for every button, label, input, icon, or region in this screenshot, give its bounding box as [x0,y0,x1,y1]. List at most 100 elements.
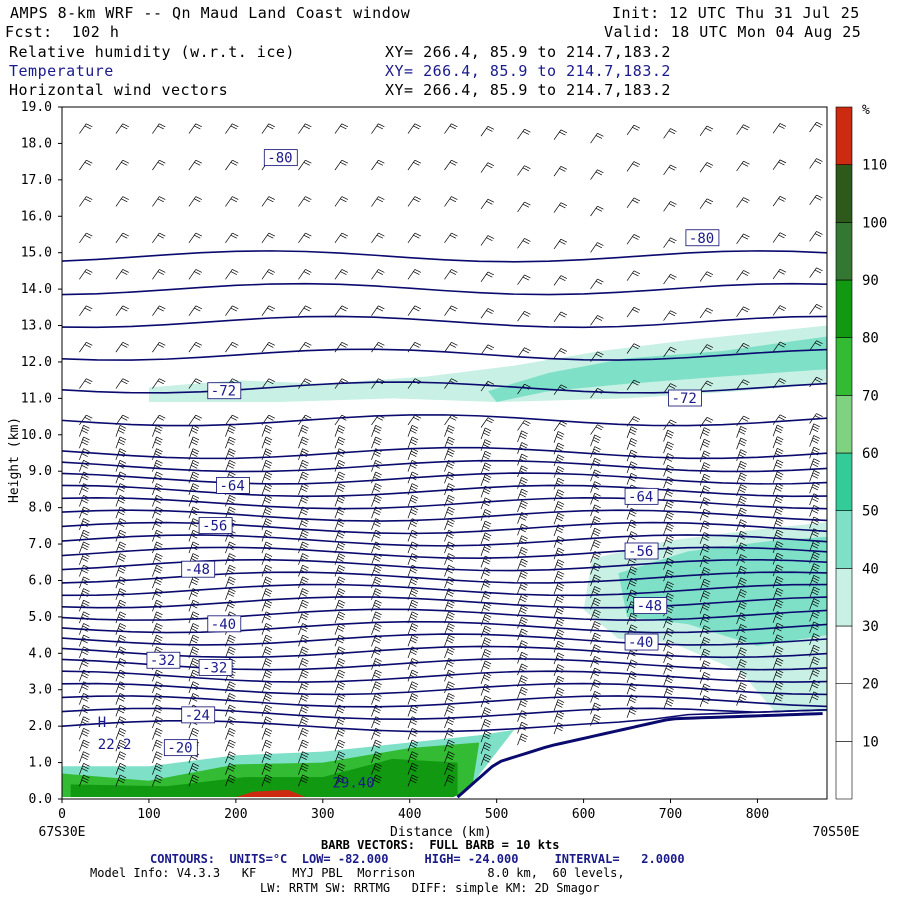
wind-barb [79,541,90,554]
barb-feather [303,344,310,348]
barb-staff [407,460,413,472]
barb-feather [229,658,236,662]
wind-barb [334,425,346,437]
wind-barb [261,436,273,449]
contour-label: -56 [202,518,227,534]
barb-feather [338,765,345,770]
barb-feather [375,588,382,592]
barb-feather [410,639,417,644]
barb-feather [338,718,345,723]
barb-feather [447,497,454,502]
barb-feather [484,462,492,467]
barb-staff [334,159,343,171]
barb-staff [626,659,632,672]
barb-feather [302,576,309,581]
barb-feather [264,663,271,667]
barb-staff [79,425,84,437]
wind-barb [225,123,239,134]
wind-barb [480,672,492,685]
barb-feather [811,463,819,467]
y-tick-label: 18.0 [21,136,52,151]
barb-feather [447,648,454,653]
barb-staff [298,739,303,752]
barb-feather [447,707,454,711]
barb-staff [152,681,157,694]
barb-feather [264,544,272,548]
wind-barb [225,553,236,565]
barb-feather [556,727,563,732]
barb-feather [776,508,783,513]
barb-staff [480,417,489,428]
barb-feather [82,602,89,606]
barb-feather [229,541,236,546]
barb-feather [816,158,823,162]
barb-feather [448,623,455,627]
barb-feather [118,558,125,562]
barb-feather [740,484,747,488]
barb-feather [229,716,236,721]
barb-feather [159,196,166,200]
barb-feather [118,590,126,595]
barb-feather [633,306,641,311]
barb-feather [666,502,673,506]
barb-staff [79,269,87,280]
barb-feather [811,614,819,619]
barb-feather [519,680,526,684]
barb-feather [157,344,164,348]
barb-feather [118,686,125,691]
barb-staff [79,646,84,659]
wind-barb [444,681,455,694]
barb-feather [227,686,234,691]
barb-feather [704,683,711,688]
barb-feather [264,476,271,481]
barb-feather [813,656,820,661]
barb-staff [809,458,815,471]
wind-barb [553,664,565,676]
wind-barb [261,564,273,577]
barb-feather [629,477,636,482]
barb-feather [704,695,711,699]
barb-feather [593,541,600,546]
wind-barb [480,567,492,580]
barb-feather [813,574,820,579]
wind-barb [79,693,90,705]
barb-staff [261,436,267,449]
barb-feather [82,625,89,630]
barb-staff [79,414,87,426]
barb-staff [517,453,522,466]
barb-staff [517,465,522,478]
barb-staff [553,501,559,513]
barb-staff [334,425,340,437]
barb-feather [776,578,783,583]
barb-feather [594,539,601,544]
wind-barb [371,436,382,449]
barb-feather [522,422,530,427]
barb-staff [225,425,230,437]
barb-feather [557,596,564,601]
barb-feather [119,483,127,487]
barb-staff [334,623,340,635]
wind-barb [809,423,820,436]
barb-staff [79,232,87,244]
barb-staff [371,774,376,787]
barb-feather [154,593,161,597]
barb-staff [334,414,343,426]
barb-feather [195,378,202,383]
wind-barb [79,506,90,519]
wind-barb [444,576,455,589]
wind-barb [334,599,346,612]
barb-feather [557,652,565,657]
barb-feather [702,443,709,448]
barb-feather [414,196,422,200]
barb-feather [374,730,381,735]
barb-feather [337,546,344,551]
barb-feather [118,462,126,467]
barb-feather [483,630,490,635]
barb-staff [663,616,669,629]
barb-feather [82,742,89,746]
barb-feather [227,453,234,457]
barb-feather [374,509,381,513]
barb-staff [188,693,194,705]
barb-feather [486,164,493,169]
barb-feather [705,164,712,168]
